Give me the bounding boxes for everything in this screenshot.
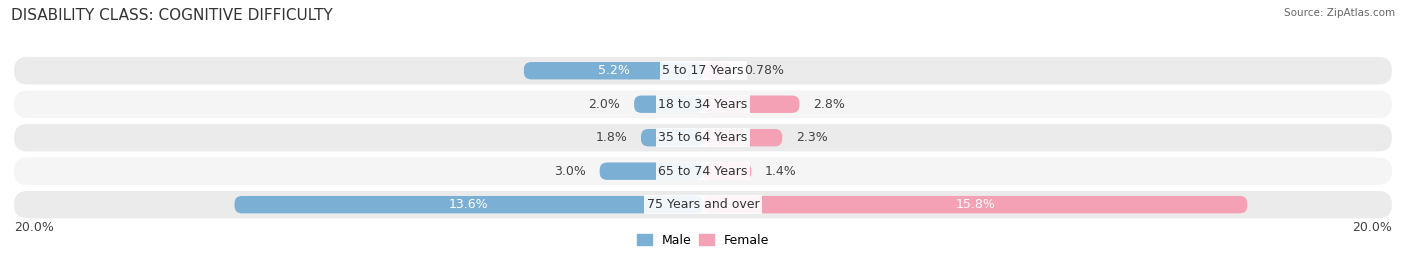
Text: 0.78%: 0.78% — [744, 64, 783, 77]
Text: 1.4%: 1.4% — [765, 165, 797, 178]
Text: 2.0%: 2.0% — [589, 98, 620, 111]
Text: DISABILITY CLASS: COGNITIVE DIFFICULTY: DISABILITY CLASS: COGNITIVE DIFFICULTY — [11, 8, 333, 23]
Text: 18 to 34 Years: 18 to 34 Years — [658, 98, 748, 111]
Text: 5.2%: 5.2% — [598, 64, 630, 77]
FancyBboxPatch shape — [524, 62, 703, 79]
FancyBboxPatch shape — [703, 163, 751, 180]
Text: 2.8%: 2.8% — [813, 98, 845, 111]
FancyBboxPatch shape — [235, 196, 703, 213]
Legend: Male, Female: Male, Female — [631, 229, 775, 252]
Text: 20.0%: 20.0% — [14, 221, 53, 234]
FancyBboxPatch shape — [599, 163, 703, 180]
Text: 1.8%: 1.8% — [595, 131, 627, 144]
FancyBboxPatch shape — [14, 90, 1392, 118]
FancyBboxPatch shape — [634, 96, 703, 113]
FancyBboxPatch shape — [703, 62, 730, 79]
Text: 2.3%: 2.3% — [796, 131, 828, 144]
Text: 13.6%: 13.6% — [449, 198, 488, 211]
FancyBboxPatch shape — [14, 191, 1392, 218]
FancyBboxPatch shape — [14, 57, 1392, 85]
FancyBboxPatch shape — [14, 124, 1392, 151]
Text: Source: ZipAtlas.com: Source: ZipAtlas.com — [1284, 8, 1395, 18]
Text: 15.8%: 15.8% — [955, 198, 995, 211]
Text: 20.0%: 20.0% — [1353, 221, 1392, 234]
FancyBboxPatch shape — [641, 129, 703, 146]
Text: 3.0%: 3.0% — [554, 165, 586, 178]
Text: 75 Years and over: 75 Years and over — [647, 198, 759, 211]
FancyBboxPatch shape — [703, 129, 782, 146]
Text: 5 to 17 Years: 5 to 17 Years — [662, 64, 744, 77]
Text: 65 to 74 Years: 65 to 74 Years — [658, 165, 748, 178]
FancyBboxPatch shape — [703, 96, 800, 113]
Text: 35 to 64 Years: 35 to 64 Years — [658, 131, 748, 144]
FancyBboxPatch shape — [703, 196, 1247, 213]
FancyBboxPatch shape — [14, 157, 1392, 185]
